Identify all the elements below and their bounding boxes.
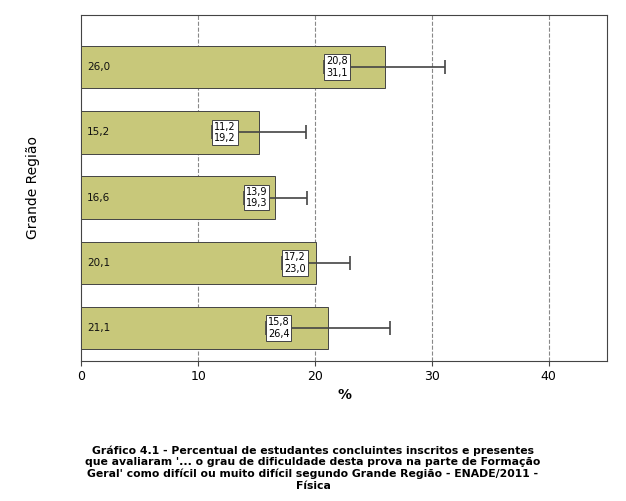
Text: 17,2
23,0: 17,2 23,0: [284, 252, 306, 274]
Text: 15,2: 15,2: [87, 127, 110, 137]
Bar: [81, 307, 328, 349]
Bar: [81, 46, 385, 88]
Bar: [81, 111, 259, 154]
Text: 21,1: 21,1: [87, 323, 110, 333]
Bar: [81, 176, 275, 219]
X-axis label: %: %: [337, 388, 351, 402]
Text: 26,0: 26,0: [87, 62, 110, 72]
Text: Gráfico 4.1 - Percentual de estudantes concluintes inscritos e presentes
que ava: Gráfico 4.1 - Percentual de estudantes c…: [85, 445, 541, 491]
Bar: [81, 241, 316, 284]
Text: 20,1: 20,1: [87, 258, 110, 268]
Y-axis label: Grande Região: Grande Região: [26, 136, 39, 239]
Text: 13,9
19,3: 13,9 19,3: [245, 187, 267, 208]
Text: 16,6: 16,6: [87, 193, 110, 203]
Text: 11,2
19,2: 11,2 19,2: [214, 122, 235, 143]
Text: 20,8
31,1: 20,8 31,1: [326, 57, 348, 78]
Text: 15,8
26,4: 15,8 26,4: [268, 317, 289, 339]
